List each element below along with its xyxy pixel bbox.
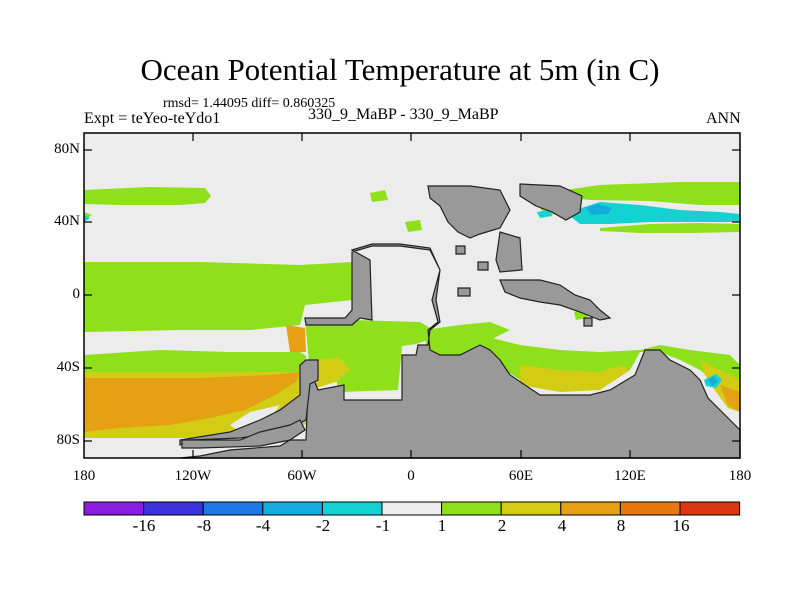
colorbar-label: 16 [672, 516, 690, 535]
colorbar-label: -8 [196, 516, 212, 535]
orange-anomaly-regions [84, 325, 740, 432]
small-island-4 [583, 317, 593, 327]
colorbar-box [381, 501, 443, 516]
land-masses [179, 183, 741, 459]
x-tick-label-60w: 60W [287, 468, 317, 484]
colorbar-box [619, 501, 681, 516]
x-tick-label-180e: 180 [728, 468, 752, 484]
colorbar-label: -4 [255, 516, 271, 535]
colorbar-box [143, 501, 204, 516]
small-island-3 [457, 287, 471, 297]
colorbar-box [500, 501, 562, 516]
colorbar-label: 1 [437, 516, 447, 535]
colorbar-label: -2 [315, 516, 331, 535]
x-tick-label-0: 0 [407, 468, 415, 484]
map-panel [83, 132, 741, 459]
plot-title: Ocean Potential Temperature at 5m (in C) [140, 52, 660, 87]
colorbar-label: -16 [132, 516, 156, 535]
east-peninsula [495, 231, 523, 273]
colorbar-label: -1 [375, 516, 391, 535]
colorbar-box [560, 501, 621, 516]
colorbar-label: 2 [497, 516, 507, 535]
colorbar [83, 501, 741, 516]
colorbar-label: 4 [557, 516, 567, 535]
y-tick-label-40s: 40S [56, 359, 80, 375]
antarctic-land [181, 419, 306, 449]
colorbar-label: 8 [616, 516, 626, 535]
stats-line: rmsd= 1.44095 diff= 0.860325 [163, 96, 336, 111]
y-tick-label-80n: 80N [54, 141, 80, 157]
x-tick-label-120w: 120W [174, 468, 212, 484]
main-continent [179, 243, 741, 459]
colorbar-box [262, 501, 323, 516]
case-label: 330_9_MaBP - 330_9_MaBP [308, 106, 499, 123]
y-tick-label-0: 0 [72, 286, 81, 302]
x-tick-label-60e: 60E [508, 468, 534, 484]
blue-anomaly-regions [586, 204, 718, 386]
colorbar-box [202, 501, 264, 516]
season-label: ANN [706, 110, 741, 127]
colorbar-box [679, 501, 741, 516]
x-tick-label-180w: 180 [72, 468, 96, 484]
axis-ticks [84, 133, 740, 458]
colorbar-box [83, 501, 145, 516]
east-islands [499, 279, 612, 321]
y-tick-label-80s: 80S [56, 432, 80, 448]
colorbar-box [321, 501, 383, 516]
colorbar-box [441, 501, 502, 516]
y-tick-label-40n: 40N [54, 213, 80, 229]
small-island-2 [477, 261, 489, 271]
x-tick-label-120e: 120E [614, 468, 646, 484]
experiment-label: Expt = teYeo-teYdo1 [84, 110, 221, 127]
small-island-1 [455, 245, 466, 255]
central-landmass [427, 185, 511, 239]
north-island-east [519, 183, 583, 221]
